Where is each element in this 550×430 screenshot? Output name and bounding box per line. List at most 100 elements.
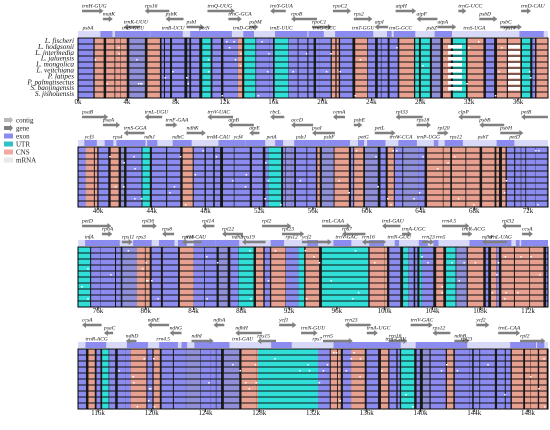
variant-mark [412,406,414,408]
exon-block [423,342,428,348]
gene-label: rpl32 [502,219,514,225]
gene-label: trnV-GAC [336,235,358,241]
gene-label: psbJ [295,135,306,141]
axis-tick-label: 140k [414,409,429,417]
gene-label: psbM [248,20,262,26]
gene-label: trnS-GGA [124,126,147,132]
variant-mark [186,77,188,79]
gene-arrow [322,338,353,344]
axis-tick-label: 100k [378,307,393,315]
gene-arrow [462,231,473,237]
gene-label: trnV-GAC [411,318,434,324]
gene-label: rpl23 [282,227,294,233]
gene-arrow [102,16,113,22]
gene-label: trnL-UAG [490,235,512,241]
variant-mark [494,95,497,97]
legend-item: contig [4,116,34,125]
axis-tick-label: 136k [360,409,375,417]
exon-block [386,31,392,37]
variant-mark [472,204,475,206]
gene-arrow [502,223,521,229]
variant-mark [268,53,270,55]
variant-mark [413,198,415,200]
exon-block [527,31,535,37]
gene-arrow [382,223,401,229]
variant-mark [373,262,376,264]
exon-block [537,342,545,348]
exon-block [433,240,439,246]
variant-mark [335,352,338,354]
annotation-strip [78,342,548,348]
gene-arrow [165,122,178,128]
exon-block [204,342,230,348]
variant-mark [359,59,362,61]
variant-mark [497,262,500,264]
variant-mark [202,150,204,152]
exon-block [433,140,439,146]
gene-arrow [102,122,121,128]
variant-mark [139,83,142,85]
gene-label: trnM-CAU [207,135,231,141]
gene-arrow [235,330,262,336]
gene-arrow [437,130,449,136]
gene-arrow [498,330,521,336]
axis-tick-label: 32k [464,98,475,106]
gene-label: atpB [228,118,239,124]
variant-mark [266,71,269,73]
variant-mark [322,370,325,372]
variant-mark [422,65,424,67]
exon-block [394,240,400,246]
gene-arrow [432,330,451,336]
variant-mark [133,156,135,158]
variant-mark [143,358,145,360]
axis-tick-label: 0k [75,98,83,106]
gene-arrow [410,322,433,328]
panel-border [77,37,549,99]
variant-mark [87,298,89,300]
variant-mark [133,382,135,384]
variant-mark [318,262,321,264]
gene-arrow [353,16,373,22]
variant-mark [118,53,120,55]
gene-arrow [262,223,292,229]
gene-label: rrn16 [389,334,402,340]
variant-mark [387,198,389,200]
exon-block [515,240,520,246]
axis-tick-label: 8k [172,98,180,106]
axis-tick-label: 36k [513,98,524,106]
variant-mark [147,400,150,402]
exon-block [181,342,188,348]
exon-block [538,240,548,246]
exon-block [364,342,387,348]
exon-block [275,31,291,37]
exon-block [294,140,317,146]
variant-mark [225,41,228,43]
axis-tick-label: 108k [473,307,488,315]
variant-mark [353,352,355,354]
exon-block [141,31,150,37]
species-label: L. veitchiana [35,67,74,75]
variant-mark [528,71,531,73]
variant-mark [441,292,443,294]
gene-label: trnR-ACG [462,227,485,233]
legend-label: gene [16,125,29,133]
gene-label: petL [374,126,385,132]
gap-region [448,81,462,85]
gene-arrow [395,8,417,14]
legend-item: exon [4,133,30,141]
gene-label: rps4 [113,135,123,141]
gene-label: rpl33 [396,110,408,116]
variant-mark [305,298,308,300]
gene-label: rps11 [122,235,135,241]
variant-mark [405,394,407,396]
variant-mark [529,376,532,378]
legend-item: gene [4,124,29,133]
variant-mark [313,256,315,258]
exon-block [335,31,346,37]
gene-label: rps12 [286,235,299,241]
gene-label: rpl14 [202,219,214,225]
variant-mark [299,180,302,182]
variant-mark [114,186,117,188]
variant-mark [157,298,159,300]
variant-mark [505,180,508,182]
